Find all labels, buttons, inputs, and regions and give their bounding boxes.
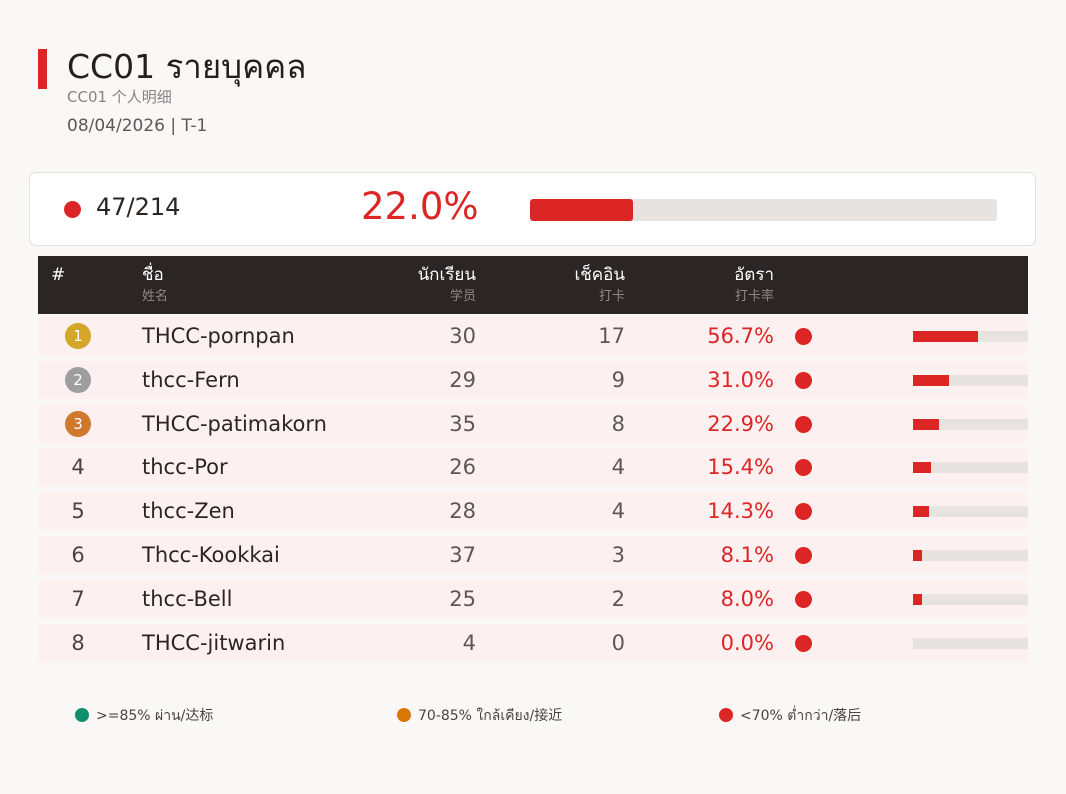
legend-pass-dot xyxy=(75,708,89,722)
rank-cell: 3 xyxy=(38,405,118,443)
rate-cell: 8.0% xyxy=(720,586,774,611)
table-row[interactable]: 5 thcc-Zen 28 4 14.3% xyxy=(38,492,1028,531)
page-subtitle: CC01 个人明细 xyxy=(67,88,172,106)
header-rank: # xyxy=(51,265,66,285)
table-row[interactable]: 1 THCC-pornpan 30 17 56.7% xyxy=(38,317,1028,355)
rank-cell: 2 xyxy=(38,361,118,399)
legend-behind-label: <70% ต่ำกว่า/落后 xyxy=(740,708,862,724)
checkins-cell: 17 xyxy=(598,324,625,348)
table-header: # ชื่อ 姓名 นักเรียน 学员 เช็คอิน 打卡 อัตรา 打… xyxy=(38,256,1028,314)
rate-cell: 56.7% xyxy=(707,324,774,348)
checkins-cell: 0 xyxy=(611,630,625,655)
legend-behind: <70% ต่ำกว่า/落后 xyxy=(719,705,861,727)
date-period: 08/04/2026 | T-1 xyxy=(67,116,208,136)
legend-pass: >=85% ผ่าน/达标 xyxy=(75,705,213,727)
rate-bar-track xyxy=(913,506,1028,518)
rank-cell: 7 xyxy=(71,586,85,611)
name-cell: thcc-Por xyxy=(142,455,228,480)
checkins-cell: 2 xyxy=(611,586,625,611)
name-cell: thcc-Fern xyxy=(142,367,240,392)
legend-behind-dot xyxy=(719,708,733,722)
rank-medal-icon: 1 xyxy=(65,323,91,349)
summary-count: 47/214 xyxy=(96,193,181,221)
summary-rate: 22.0% xyxy=(361,185,479,228)
rank-cell: 5 xyxy=(71,499,85,524)
status-dot xyxy=(795,371,812,389)
table-row[interactable]: 8 THCC-jitwarin 4 0 0.0% xyxy=(38,623,1028,662)
rate-bar-fill xyxy=(913,374,949,386)
table-row[interactable]: 7 thcc-Bell 25 2 8.0% xyxy=(38,579,1028,618)
checkins-cell: 8 xyxy=(611,411,625,436)
rate-cell: 8.1% xyxy=(720,543,774,567)
legend-near-dot xyxy=(397,708,411,722)
rank-medal-icon: 2 xyxy=(65,366,91,393)
header-checkins: เช็คอิน 打卡 xyxy=(574,265,625,304)
table-row[interactable]: 2 thcc-Fern 29 9 31.0% xyxy=(38,360,1028,399)
rank-cell: 1 xyxy=(38,317,118,355)
rate-bar-track xyxy=(913,550,1028,561)
rate-bar-track xyxy=(913,462,1028,474)
rate-bar-track xyxy=(913,374,1028,386)
name-cell: THCC-jitwarin xyxy=(142,630,286,655)
rate-cell: 22.9% xyxy=(707,411,774,436)
status-dot xyxy=(795,547,812,564)
rank-cell: 8 xyxy=(71,630,85,655)
students-cell: 28 xyxy=(449,499,476,524)
name-cell: thcc-Bell xyxy=(142,586,233,611)
name-cell: thcc-Zen xyxy=(142,499,235,524)
status-dot xyxy=(795,328,812,345)
summary-card: 47/214 22.0% xyxy=(29,172,1036,246)
students-cell: 29 xyxy=(449,367,476,392)
checkins-cell: 4 xyxy=(611,455,625,480)
title-accent-bar xyxy=(38,49,47,89)
rate-bar-track xyxy=(913,331,1028,342)
status-dot xyxy=(795,415,812,433)
table-row[interactable]: 3 THCC-patimakorn 35 8 22.9% xyxy=(38,404,1028,443)
checkins-cell: 9 xyxy=(611,367,625,392)
name-cell: THCC-pornpan xyxy=(142,324,295,348)
rate-cell: 15.4% xyxy=(707,455,774,480)
table-row[interactable]: 6 Thcc-Kookkai 37 3 8.1% xyxy=(38,536,1028,574)
rate-bar-fill xyxy=(913,331,979,342)
students-cell: 35 xyxy=(449,411,476,436)
status-dot xyxy=(795,634,812,652)
rate-bar-fill xyxy=(913,550,923,561)
rank-medal-icon: 3 xyxy=(65,410,91,437)
summary-progress-track xyxy=(530,199,997,221)
table-row[interactable]: 4 thcc-Por 26 4 15.4% xyxy=(38,448,1028,487)
page-title: CC01 รายบุคคล xyxy=(67,47,307,86)
rate-bar-fill xyxy=(913,593,923,605)
rate-bar-fill xyxy=(913,418,940,430)
legend-near: 70-85% ใกล้เคียง/接近 xyxy=(397,705,562,727)
header-rate: อัตรา 打卡率 xyxy=(734,265,774,304)
summary-progress-fill xyxy=(530,199,633,221)
checkins-cell: 4 xyxy=(611,499,625,524)
rate-bar-fill xyxy=(913,462,931,474)
rate-bar-fill xyxy=(913,506,930,518)
legend-near-label: 70-85% ใกล้เคียง/接近 xyxy=(418,708,563,724)
rate-bar-track xyxy=(913,593,1028,605)
rank-cell: 6 xyxy=(71,543,85,567)
rate-bar-track xyxy=(913,418,1028,430)
students-cell: 26 xyxy=(449,455,476,480)
rate-bar-track xyxy=(913,637,1028,649)
status-dot xyxy=(795,503,812,521)
legend-pass-label: >=85% ผ่าน/达标 xyxy=(96,708,214,724)
header-students: นักเรียน 学员 xyxy=(417,265,476,304)
rate-cell: 14.3% xyxy=(707,499,774,524)
summary-status-dot xyxy=(64,201,81,218)
students-cell: 37 xyxy=(449,543,476,567)
rate-cell: 0.0% xyxy=(720,630,774,655)
name-cell: THCC-patimakorn xyxy=(142,411,327,436)
rank-cell: 4 xyxy=(71,455,85,480)
students-cell: 4 xyxy=(462,630,476,655)
students-cell: 25 xyxy=(449,586,476,611)
header-name: ชื่อ 姓名 xyxy=(142,265,169,304)
rate-cell: 31.0% xyxy=(707,367,774,392)
status-dot xyxy=(795,459,812,477)
name-cell: Thcc-Kookkai xyxy=(142,543,280,567)
students-cell: 30 xyxy=(449,324,476,348)
checkins-cell: 3 xyxy=(611,543,625,567)
status-dot xyxy=(795,590,812,608)
